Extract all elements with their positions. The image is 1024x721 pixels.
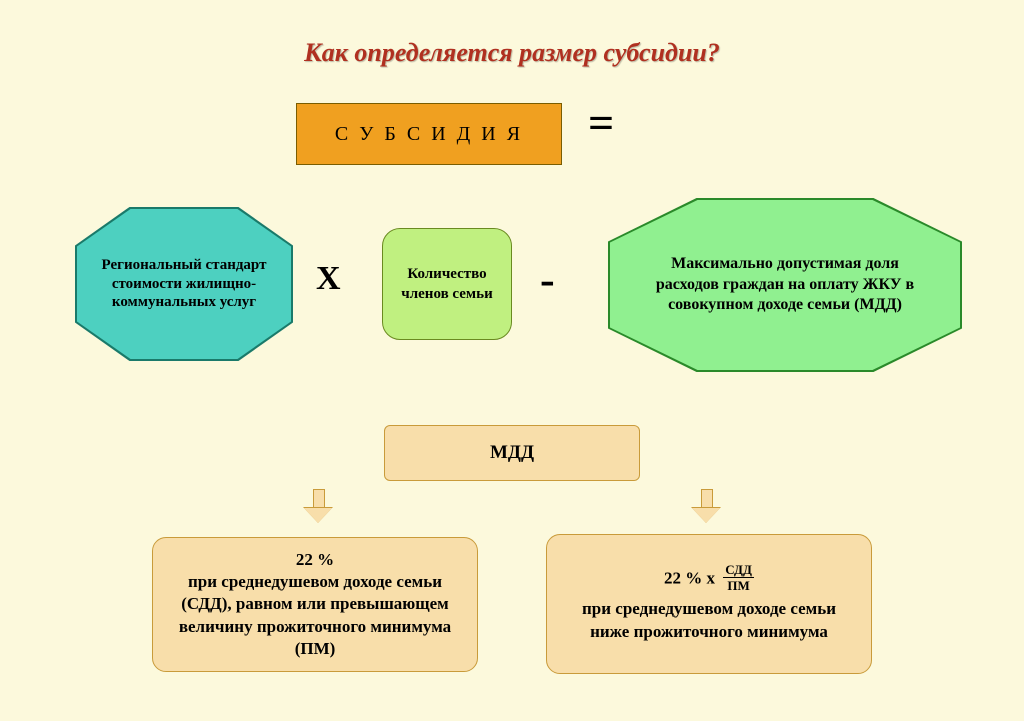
fraction: СДД ПМ (723, 563, 754, 592)
equals-operator: = (588, 96, 614, 149)
fraction-numerator: СДД (723, 563, 754, 578)
family-count-box: Количество членов семьи (382, 228, 512, 340)
regional-standard-box: Региональный стандарт стоимости жилищно-… (77, 209, 291, 359)
multiply-operator: Х (316, 260, 341, 298)
result-right-line1: 22 % х СДД ПМ (664, 565, 754, 594)
arrow-down-left (304, 489, 332, 523)
mdd-short-box: МДД (384, 425, 640, 481)
mdd-full-box: Максимально допустимая доля расходов гра… (610, 200, 960, 370)
result-left-text: 22 % при среднедушевом доходе семьи (СДД… (173, 549, 457, 659)
subsidy-box: С У Б С И Д И Я (296, 103, 562, 165)
result-left-box: 22 % при среднедушевом доходе семьи (СДД… (152, 537, 478, 672)
minus-operator: - (540, 254, 555, 305)
fraction-denominator: ПМ (723, 578, 754, 592)
result-right-box: 22 % х СДД ПМ при среднедушевом доходе с… (546, 534, 872, 674)
result-right-rest: при среднедушевом доходе семьи ниже прож… (567, 598, 851, 642)
result-right-prefix: 22 % х (664, 569, 715, 588)
arrow-down-right (692, 489, 720, 523)
page-title: Как определяется размер субсидии? (0, 38, 1024, 68)
